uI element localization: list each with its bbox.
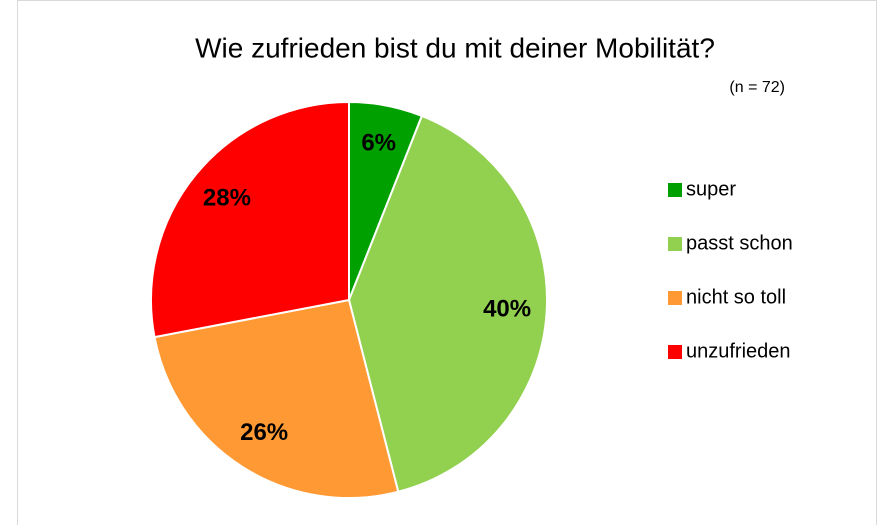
legend-swatch — [668, 291, 682, 305]
chart-subtitle: (n = 72) — [729, 79, 785, 96]
legend-swatch — [668, 183, 682, 197]
legend-label: super — [686, 178, 736, 200]
legend-swatch — [668, 345, 682, 359]
legend-label: unzufrieden — [686, 340, 791, 362]
data-label: 28% — [203, 184, 251, 211]
legend-label: nicht so toll — [686, 286, 786, 308]
data-label: 40% — [483, 295, 531, 322]
chart-title: Wie zufrieden bist du mit deiner Mobilit… — [195, 32, 715, 63]
pie-slice — [347, 114, 548, 493]
data-label: 26% — [240, 419, 288, 446]
legend-swatch — [668, 237, 682, 251]
pie-slice — [150, 100, 350, 339]
legend-label: passt schon — [686, 232, 793, 254]
data-label: 6% — [361, 130, 396, 157]
pie-slice — [153, 298, 400, 499]
